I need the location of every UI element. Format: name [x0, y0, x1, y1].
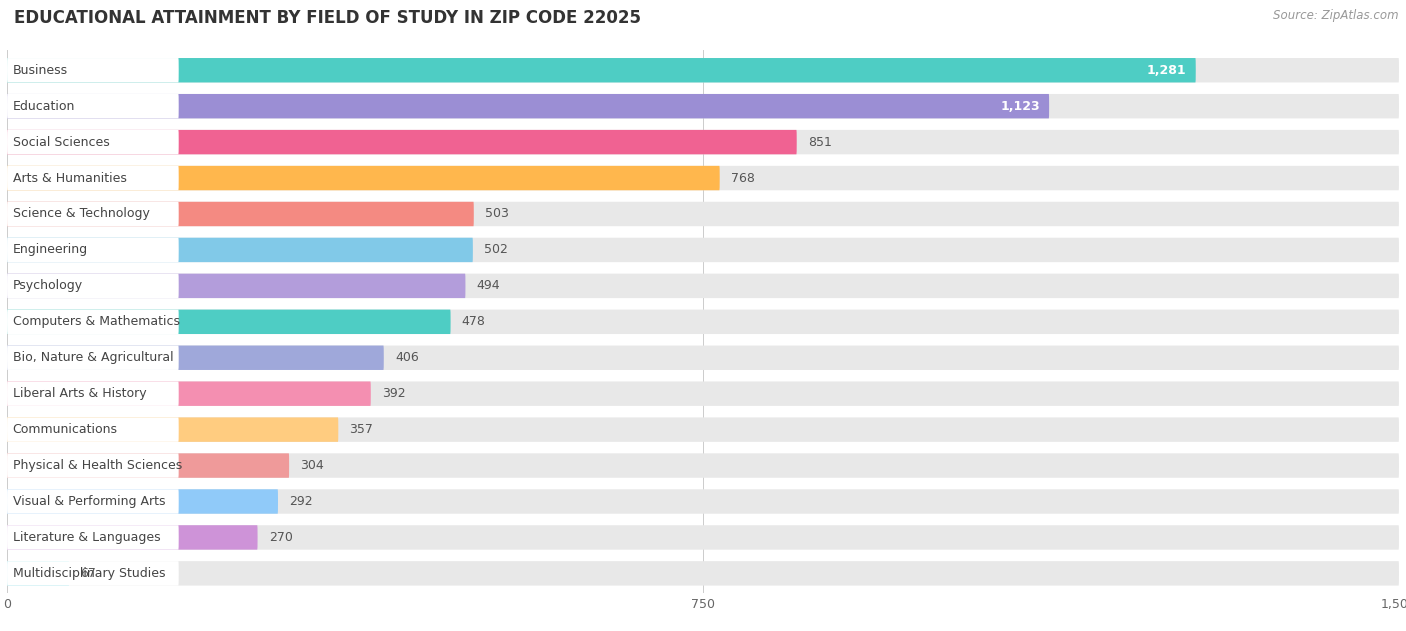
FancyBboxPatch shape [7, 453, 1399, 478]
Text: Arts & Humanities: Arts & Humanities [13, 172, 127, 184]
Text: Physical & Health Sciences: Physical & Health Sciences [13, 459, 181, 472]
Text: 478: 478 [461, 316, 485, 328]
Text: Social Sciences: Social Sciences [13, 136, 110, 149]
FancyBboxPatch shape [7, 166, 720, 191]
Text: Psychology: Psychology [13, 280, 83, 292]
FancyBboxPatch shape [7, 166, 179, 191]
Text: Liberal Arts & History: Liberal Arts & History [13, 387, 146, 400]
Text: 768: 768 [731, 172, 755, 184]
FancyBboxPatch shape [7, 94, 179, 119]
FancyBboxPatch shape [7, 130, 179, 155]
Text: 503: 503 [485, 208, 509, 220]
FancyBboxPatch shape [7, 382, 1399, 406]
Text: 1,123: 1,123 [1000, 100, 1040, 113]
FancyBboxPatch shape [7, 238, 472, 262]
Text: Multidisciplinary Studies: Multidisciplinary Studies [13, 567, 165, 580]
FancyBboxPatch shape [7, 58, 1195, 83]
Text: 1,281: 1,281 [1147, 64, 1187, 77]
FancyBboxPatch shape [7, 489, 278, 514]
FancyBboxPatch shape [7, 238, 1399, 262]
Text: Source: ZipAtlas.com: Source: ZipAtlas.com [1274, 9, 1399, 23]
FancyBboxPatch shape [7, 561, 179, 586]
FancyBboxPatch shape [7, 310, 179, 334]
Text: Engineering: Engineering [13, 244, 87, 256]
FancyBboxPatch shape [7, 58, 1399, 83]
Text: Literature & Languages: Literature & Languages [13, 531, 160, 544]
Text: 67: 67 [80, 567, 96, 580]
FancyBboxPatch shape [7, 202, 179, 227]
Text: Business: Business [13, 64, 67, 77]
FancyBboxPatch shape [7, 130, 797, 155]
Text: 304: 304 [301, 459, 323, 472]
Text: 851: 851 [808, 136, 832, 149]
FancyBboxPatch shape [7, 453, 290, 478]
FancyBboxPatch shape [7, 417, 339, 442]
Text: Communications: Communications [13, 423, 118, 436]
FancyBboxPatch shape [7, 274, 465, 298]
FancyBboxPatch shape [7, 58, 179, 83]
Text: 494: 494 [477, 280, 501, 292]
Text: Science & Technology: Science & Technology [13, 208, 149, 220]
Text: Education: Education [13, 100, 75, 113]
FancyBboxPatch shape [7, 166, 1399, 191]
Text: 292: 292 [290, 495, 312, 508]
FancyBboxPatch shape [7, 310, 1399, 334]
FancyBboxPatch shape [7, 489, 1399, 514]
FancyBboxPatch shape [7, 525, 179, 550]
FancyBboxPatch shape [7, 382, 179, 406]
FancyBboxPatch shape [7, 561, 69, 586]
Text: 357: 357 [350, 423, 374, 436]
Text: 392: 392 [382, 387, 405, 400]
FancyBboxPatch shape [7, 346, 179, 370]
FancyBboxPatch shape [7, 202, 1399, 227]
FancyBboxPatch shape [7, 453, 179, 478]
FancyBboxPatch shape [7, 525, 257, 550]
FancyBboxPatch shape [7, 417, 179, 442]
FancyBboxPatch shape [7, 417, 1399, 442]
FancyBboxPatch shape [7, 561, 1399, 586]
FancyBboxPatch shape [7, 346, 1399, 370]
FancyBboxPatch shape [7, 130, 1399, 155]
Text: Bio, Nature & Agricultural: Bio, Nature & Agricultural [13, 351, 173, 364]
FancyBboxPatch shape [7, 310, 450, 334]
Text: Visual & Performing Arts: Visual & Performing Arts [13, 495, 165, 508]
Text: Computers & Mathematics: Computers & Mathematics [13, 316, 180, 328]
FancyBboxPatch shape [7, 489, 179, 514]
FancyBboxPatch shape [7, 94, 1399, 119]
FancyBboxPatch shape [7, 238, 179, 262]
FancyBboxPatch shape [7, 382, 371, 406]
FancyBboxPatch shape [7, 94, 1049, 119]
FancyBboxPatch shape [7, 346, 384, 370]
Text: 270: 270 [269, 531, 292, 544]
FancyBboxPatch shape [7, 525, 1399, 550]
Text: 406: 406 [395, 351, 419, 364]
Text: 502: 502 [484, 244, 508, 256]
FancyBboxPatch shape [7, 202, 474, 227]
Text: EDUCATIONAL ATTAINMENT BY FIELD OF STUDY IN ZIP CODE 22025: EDUCATIONAL ATTAINMENT BY FIELD OF STUDY… [14, 9, 641, 28]
FancyBboxPatch shape [7, 274, 1399, 298]
FancyBboxPatch shape [7, 274, 179, 298]
